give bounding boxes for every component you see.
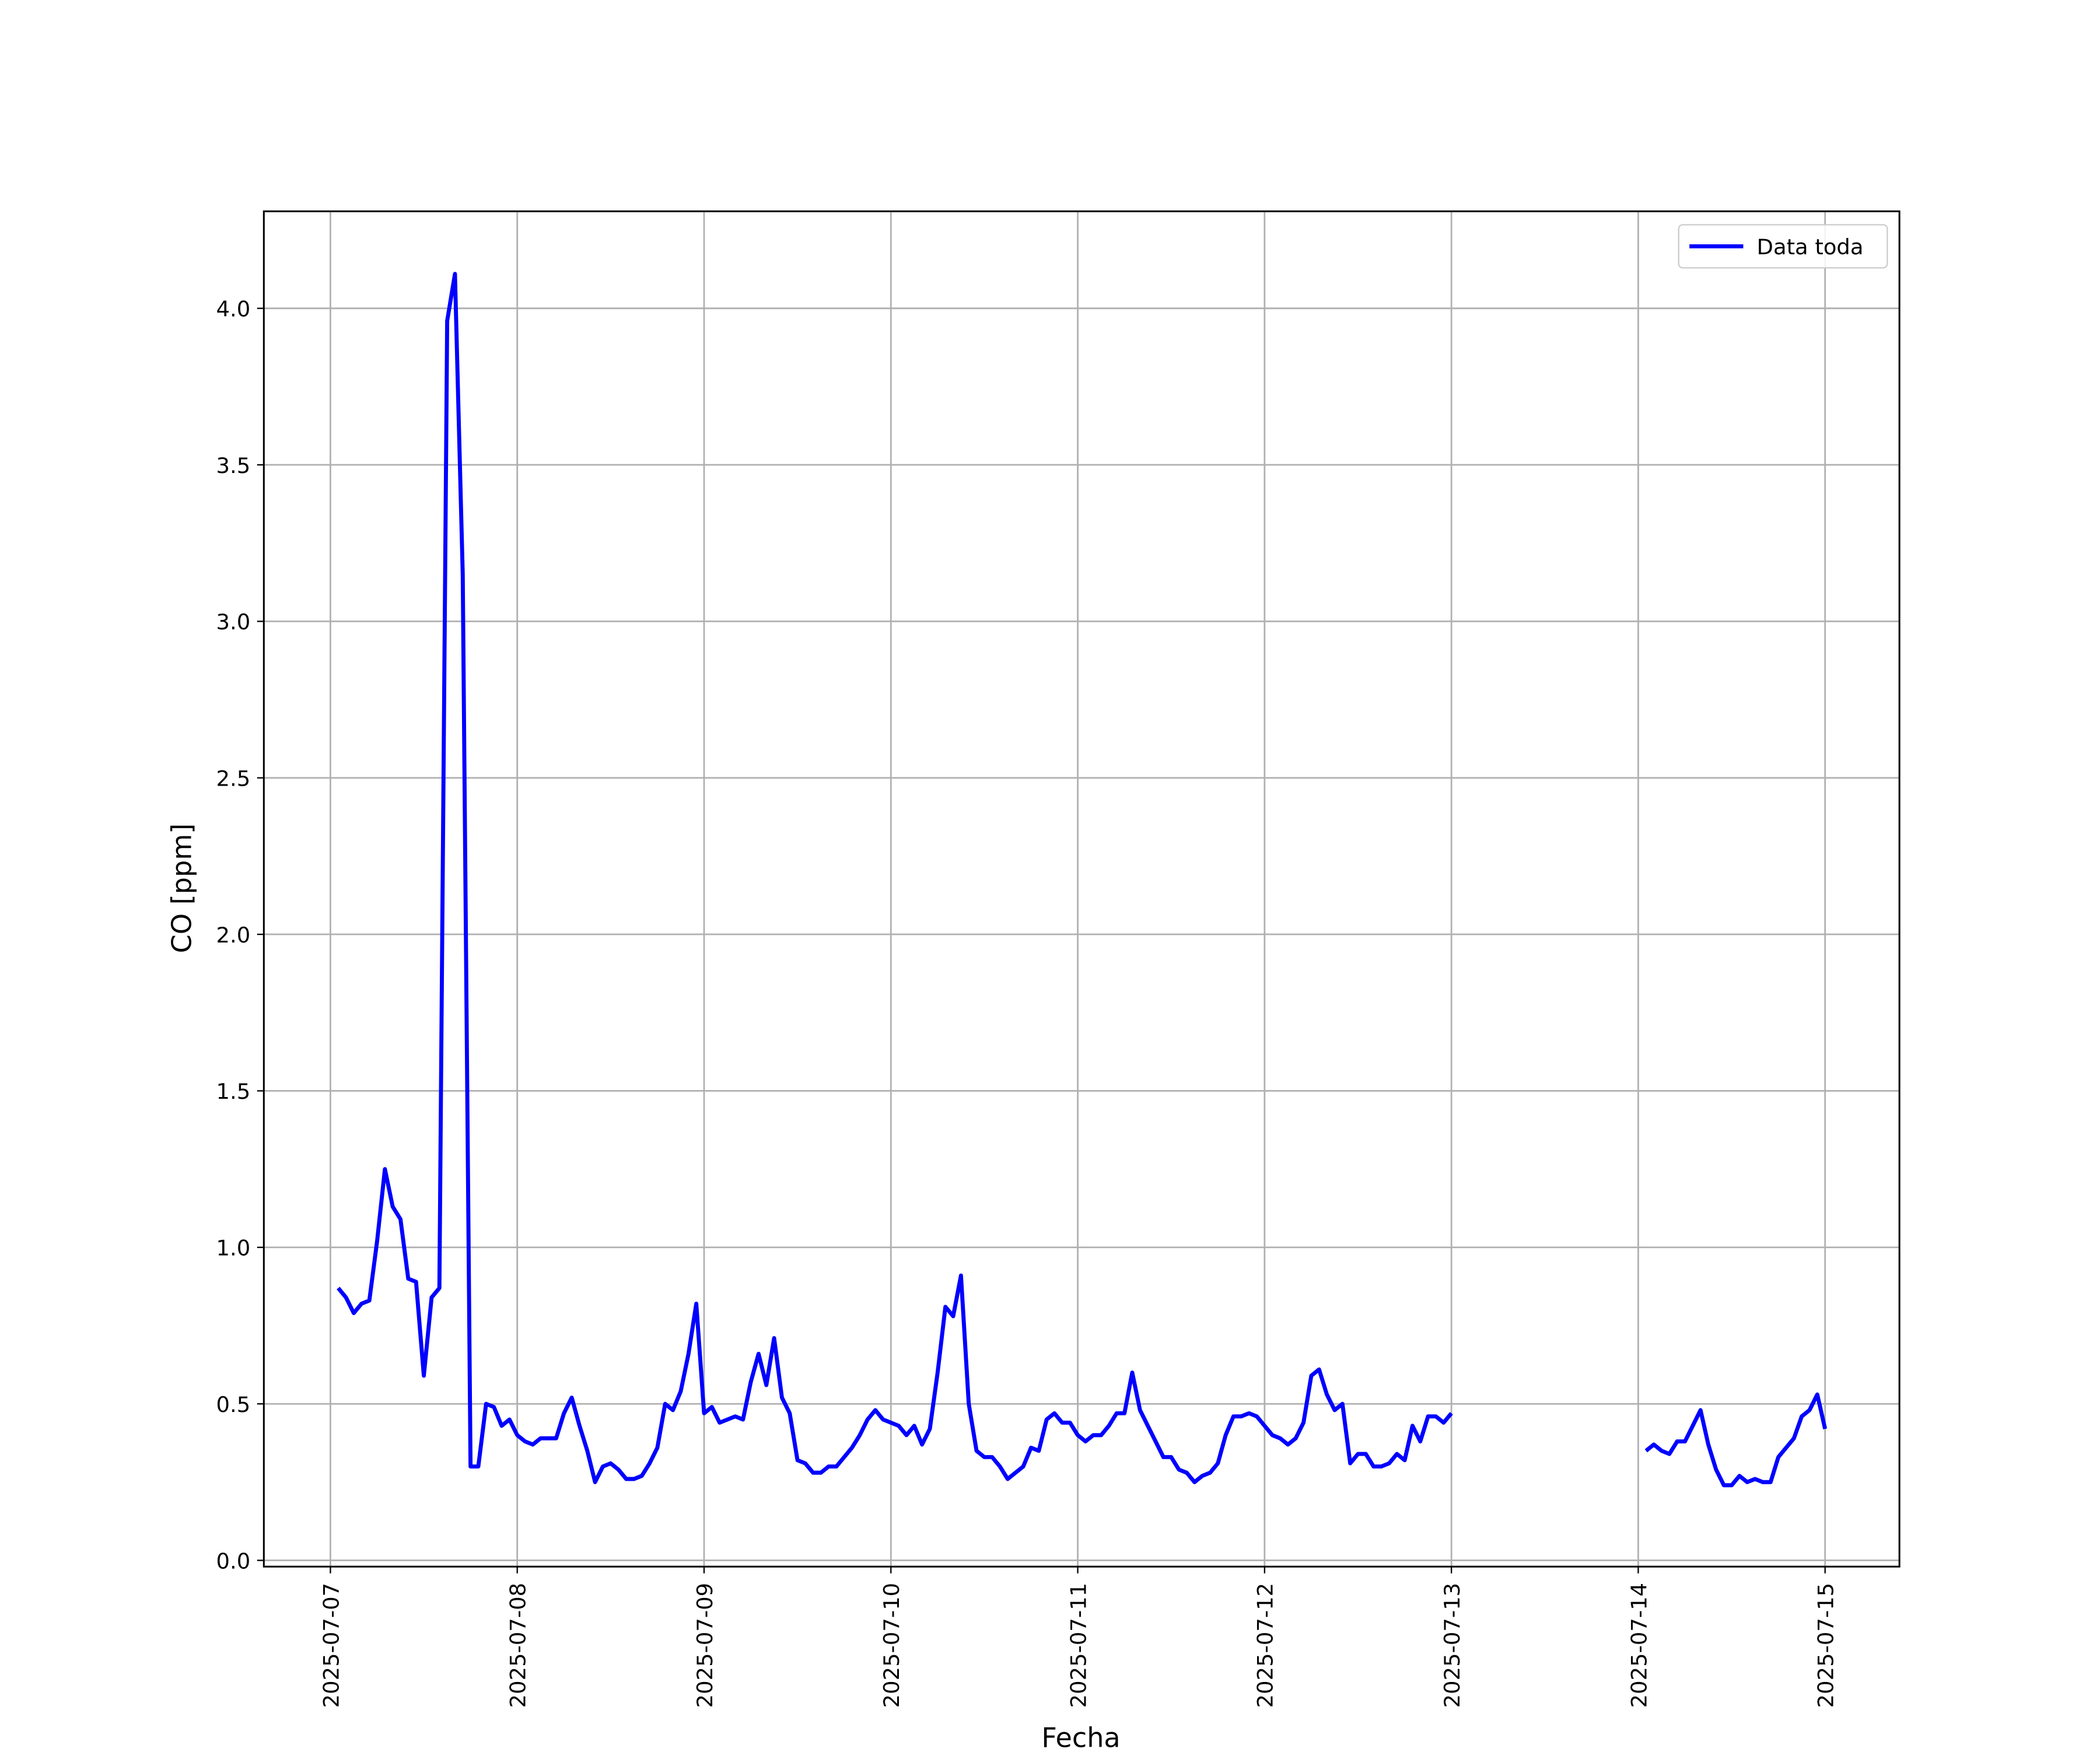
x-tick-label: 2025-07-09: [692, 1583, 718, 1708]
y-tick-label: 1.0: [216, 1236, 251, 1261]
data-line: [337, 272, 1828, 1488]
x-tick-label: 2025-07-14: [1626, 1583, 1651, 1708]
legend-label: Data toda: [1757, 234, 1864, 260]
x-tick-label: 2025-07-13: [1440, 1583, 1465, 1708]
x-tick-label: 2025-07-11: [1066, 1583, 1091, 1708]
y-tick-label: 4.0: [216, 297, 251, 322]
x-tick-label: 2025-07-15: [1814, 1583, 1839, 1708]
x-tick-label: 2025-07-08: [506, 1583, 531, 1708]
y-tick-label: 0.5: [216, 1392, 251, 1417]
x-axis-label: Fecha: [1041, 1722, 1120, 1750]
y-tick-label: 3.5: [216, 453, 251, 478]
y-axis-label: CO [ppm]: [166, 824, 198, 954]
y-tick-label: 1.5: [216, 1079, 251, 1104]
y-tick-label: 3.0: [216, 609, 251, 635]
legend-box: [1678, 224, 1888, 269]
y-tick-label: 2.0: [216, 923, 251, 948]
y-tick-label: 0.0: [216, 1548, 251, 1574]
plot-frame: [262, 210, 1901, 1568]
x-tick-label: 2025-07-07: [318, 1583, 344, 1708]
x-tick-label: 2025-07-12: [1253, 1583, 1278, 1708]
x-tick-label: 2025-07-10: [879, 1583, 904, 1708]
y-tick-label: 2.5: [216, 766, 251, 791]
